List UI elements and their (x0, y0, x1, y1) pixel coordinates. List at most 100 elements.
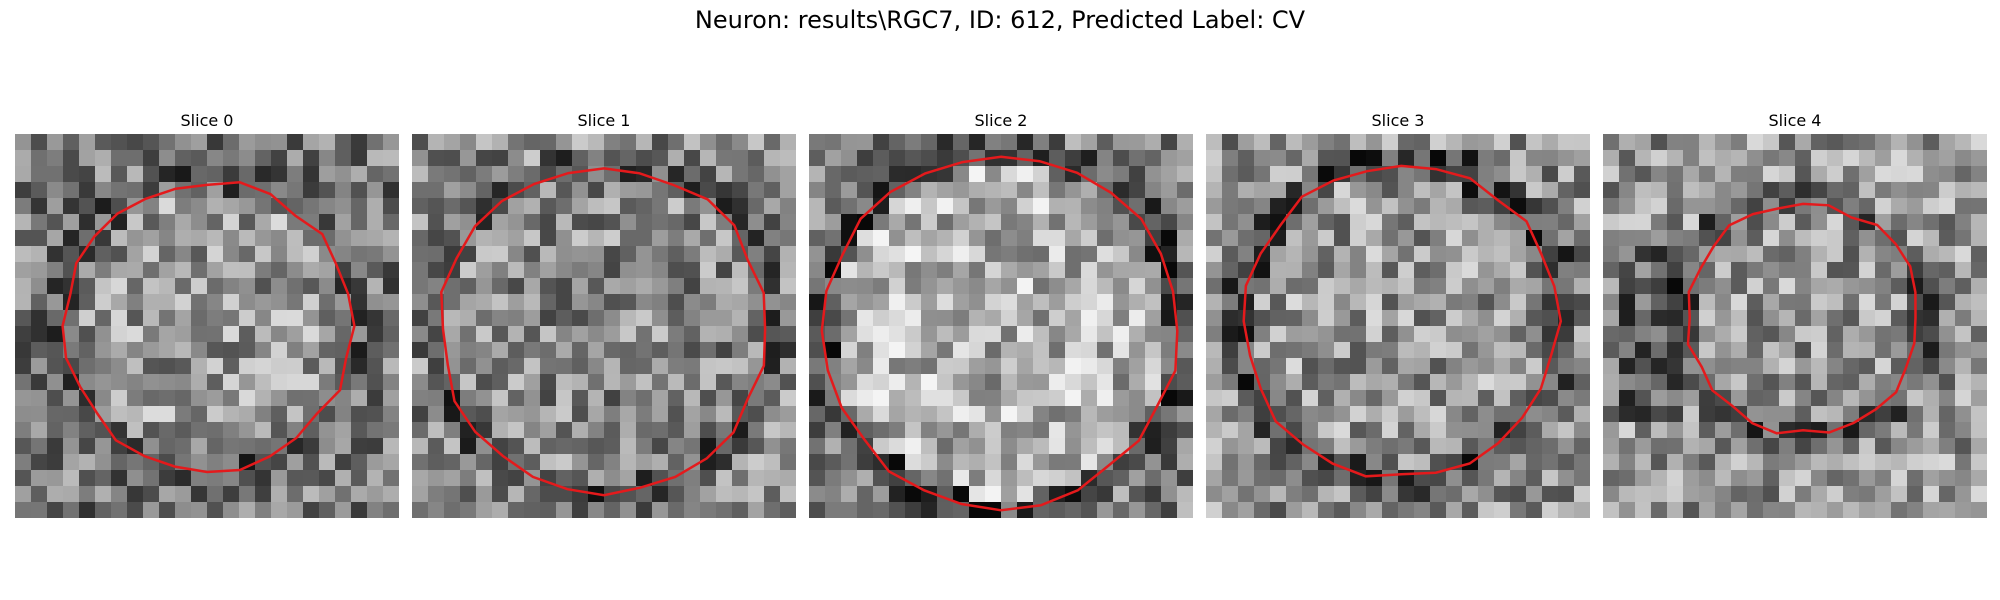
pixel (1526, 150, 1543, 167)
pixel (1939, 326, 1956, 343)
pixel (1398, 406, 1415, 423)
pixel (1129, 278, 1146, 295)
pixel (239, 342, 256, 359)
pixel (351, 262, 368, 279)
pixel (780, 422, 796, 439)
pixel (319, 470, 336, 487)
pixel (223, 358, 240, 375)
pixel (937, 470, 954, 487)
pixel (540, 486, 557, 503)
pixel (1542, 438, 1559, 455)
pixel (1033, 326, 1050, 343)
pixel (1222, 486, 1239, 503)
pixel (1081, 374, 1098, 391)
pixel (1097, 294, 1114, 311)
pixel (412, 374, 429, 391)
pixel (572, 134, 589, 151)
pixel (508, 422, 525, 439)
pixel (1859, 326, 1876, 343)
pixel (1510, 150, 1527, 167)
pixel (1494, 294, 1511, 311)
pixel (985, 390, 1002, 407)
pixel (1366, 134, 1383, 151)
pixel (1238, 422, 1255, 439)
pixel (175, 246, 192, 263)
pixel (1097, 166, 1114, 183)
pixel (1001, 422, 1018, 439)
pixel (303, 166, 320, 183)
pixel (1478, 374, 1495, 391)
pixel (1161, 438, 1178, 455)
pixel (1129, 390, 1146, 407)
pixel (127, 262, 144, 279)
pixel (1971, 326, 1987, 343)
pixel (367, 166, 384, 183)
pixel (1414, 134, 1431, 151)
pixel (1715, 214, 1732, 231)
pixel (492, 198, 509, 215)
pixel (1763, 470, 1780, 487)
pixel (1302, 374, 1319, 391)
pixel (1667, 310, 1684, 327)
pixel (1001, 470, 1018, 487)
pixel (223, 342, 240, 359)
pixel (223, 422, 240, 439)
pixel (1017, 486, 1034, 503)
pixel (1955, 166, 1972, 183)
pixel (1446, 246, 1463, 263)
pixel (1366, 438, 1383, 455)
pixel (492, 422, 509, 439)
pixel (175, 406, 192, 423)
pixel (79, 342, 96, 359)
pixel (668, 486, 685, 503)
pixel (620, 358, 637, 375)
pixel (1414, 326, 1431, 343)
pixel (444, 502, 461, 518)
pixel (572, 230, 589, 247)
pixel (1318, 230, 1335, 247)
pixel (1747, 198, 1764, 215)
pixel (1366, 262, 1383, 279)
pixel (1350, 198, 1367, 215)
pixel (1891, 294, 1908, 311)
pixel (1683, 502, 1700, 518)
pixel (412, 342, 429, 359)
pixel (1081, 150, 1098, 167)
pixel (444, 470, 461, 487)
pixel (780, 310, 796, 327)
pixel (1081, 342, 1098, 359)
pixel (825, 198, 842, 215)
pixel (1001, 198, 1018, 215)
pixel (809, 374, 826, 391)
pixel (47, 438, 64, 455)
pixel (1414, 150, 1431, 167)
pixel (1097, 358, 1114, 375)
pixel (271, 326, 288, 343)
pixel (588, 502, 605, 518)
pixel (1699, 422, 1716, 439)
pixel (1129, 406, 1146, 423)
pixel (873, 150, 890, 167)
slice-title-2: Slice 2 (974, 111, 1028, 130)
pixel (1971, 358, 1987, 375)
pixel (857, 342, 874, 359)
pixel (1859, 278, 1876, 295)
pixel (1939, 198, 1956, 215)
pixel (95, 262, 112, 279)
pixel (1715, 326, 1732, 343)
pixel (841, 310, 858, 327)
pixel (716, 438, 733, 455)
pixel (1494, 134, 1511, 151)
pixel (31, 438, 48, 455)
pixel (1907, 166, 1924, 183)
pixel (255, 246, 272, 263)
pixel (1161, 390, 1178, 407)
pixel (351, 390, 368, 407)
pixel (476, 246, 493, 263)
pixel (1859, 198, 1876, 215)
pixel (588, 214, 605, 231)
pixel (1270, 182, 1287, 199)
pixel (1779, 390, 1796, 407)
pixel (428, 454, 445, 471)
pixel (1955, 134, 1972, 151)
